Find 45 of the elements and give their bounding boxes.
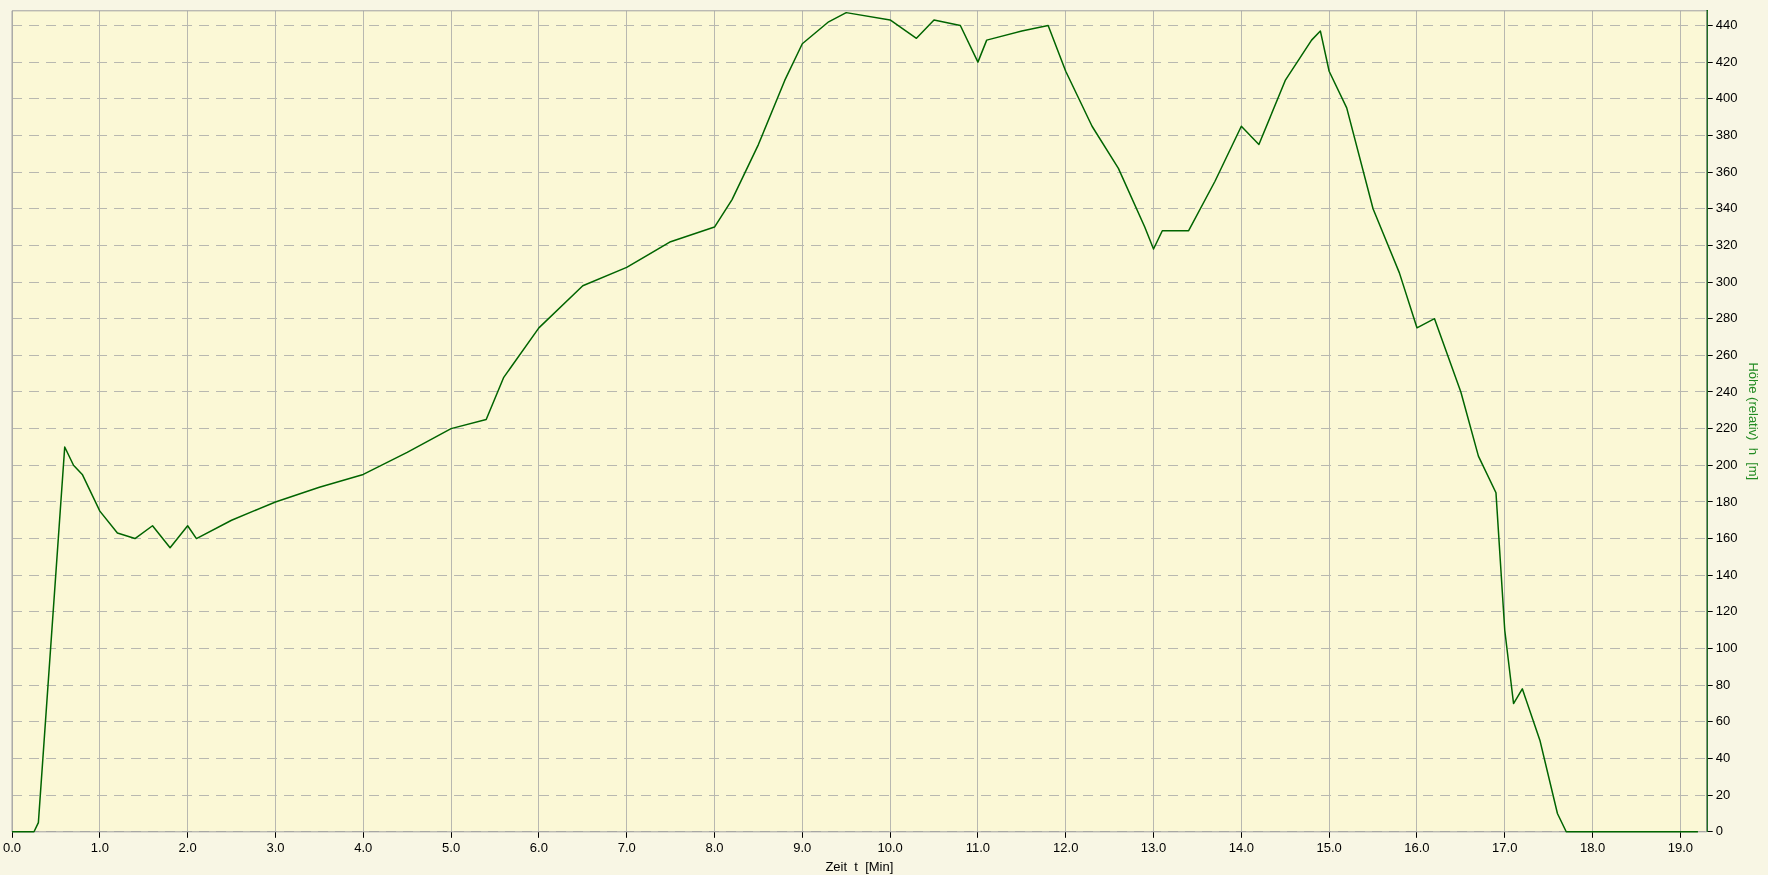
- y-tick-label: 0: [1715, 823, 1723, 839]
- x-tick-label: 15.0: [1316, 840, 1342, 856]
- y-tick-label: 440: [1715, 17, 1738, 33]
- x-tick-label: 5.0: [442, 840, 461, 856]
- x-tick-label: 4.0: [354, 840, 373, 856]
- x-tick-label: 8.0: [705, 840, 724, 856]
- x-tick-label: 10.0: [877, 840, 903, 856]
- y-tick-label: 80: [1715, 676, 1731, 692]
- x-tick-label: 14.0: [1228, 840, 1254, 856]
- y-tick-label: 260: [1715, 346, 1738, 362]
- y-tick-label: 340: [1715, 200, 1738, 216]
- y-tick-label: 320: [1715, 236, 1738, 252]
- y-tick-label: 120: [1715, 603, 1738, 619]
- y-tick-label: 300: [1715, 273, 1738, 289]
- y-tick-label: 180: [1715, 493, 1738, 509]
- x-tick-label: 7.0: [617, 840, 636, 856]
- y-tick-label: 200: [1715, 456, 1738, 472]
- x-tick-label: 2.0: [178, 840, 197, 856]
- y-tick-label: 400: [1715, 90, 1738, 106]
- x-tick-label: 6.0: [529, 840, 548, 856]
- x-tick-label: 0.0: [3, 840, 22, 856]
- y-tick-label: 160: [1715, 530, 1738, 546]
- x-tick-label: 1.0: [90, 840, 109, 856]
- x-tick-label: 13.0: [1140, 840, 1167, 856]
- y-tick-label: 240: [1715, 383, 1738, 399]
- x-tick-label: 19.0: [1667, 840, 1694, 856]
- y-tick-label: 360: [1715, 163, 1738, 179]
- y-tick-label: 220: [1715, 420, 1738, 436]
- y-tick-label: 60: [1715, 713, 1731, 729]
- y-tick-label: 380: [1715, 126, 1738, 142]
- x-tick-label: 16.0: [1404, 840, 1430, 856]
- y-tick-label: 420: [1715, 53, 1738, 69]
- x-tick-label: 12.0: [1053, 840, 1079, 856]
- y-tick-label: 100: [1715, 640, 1738, 656]
- x-tick-label: 11.0: [965, 840, 991, 856]
- x-tick-label: 18.0: [1579, 840, 1606, 856]
- y-tick-label: 140: [1715, 566, 1738, 582]
- x-tick-label: 3.0: [266, 840, 285, 856]
- x-tick-label: 17.0: [1492, 840, 1518, 856]
- x-tick-label: 9.0: [793, 840, 812, 856]
- y-axis-title: Höhe (relativ) h [m]: [1745, 362, 1761, 481]
- y-tick-label: 40: [1715, 750, 1731, 766]
- y-tick-label: 280: [1715, 310, 1738, 326]
- y-tick-label: 20: [1715, 786, 1731, 802]
- x-axis-title: Zeit t [Min]: [825, 858, 894, 874]
